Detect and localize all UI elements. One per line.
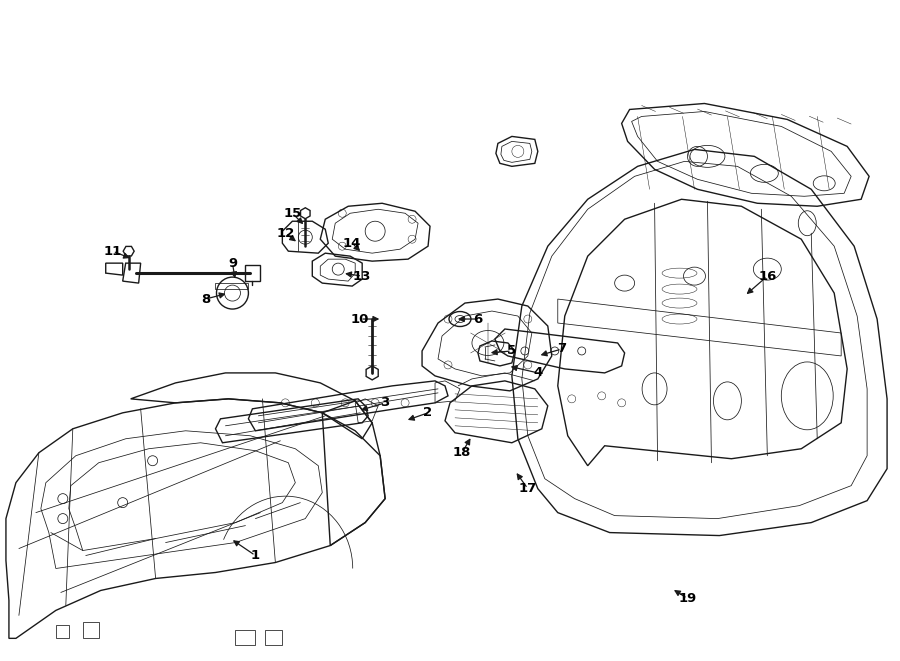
Text: 3: 3 [381, 397, 390, 409]
Text: 10: 10 [351, 313, 369, 325]
Text: 7: 7 [557, 342, 566, 356]
Text: 2: 2 [424, 407, 433, 419]
Text: 18: 18 [453, 446, 472, 459]
Text: 1: 1 [251, 549, 260, 562]
Text: 12: 12 [276, 227, 294, 240]
Text: 6: 6 [473, 313, 482, 325]
Text: 8: 8 [201, 293, 210, 305]
Text: 13: 13 [353, 270, 372, 283]
Text: 17: 17 [518, 482, 537, 495]
Text: 11: 11 [104, 245, 122, 258]
Text: 15: 15 [284, 207, 302, 219]
Text: 14: 14 [343, 237, 362, 250]
Text: 5: 5 [508, 344, 517, 358]
Text: 16: 16 [758, 270, 777, 283]
Text: 19: 19 [679, 592, 697, 605]
Text: 9: 9 [228, 256, 237, 270]
Text: 4: 4 [533, 366, 543, 379]
